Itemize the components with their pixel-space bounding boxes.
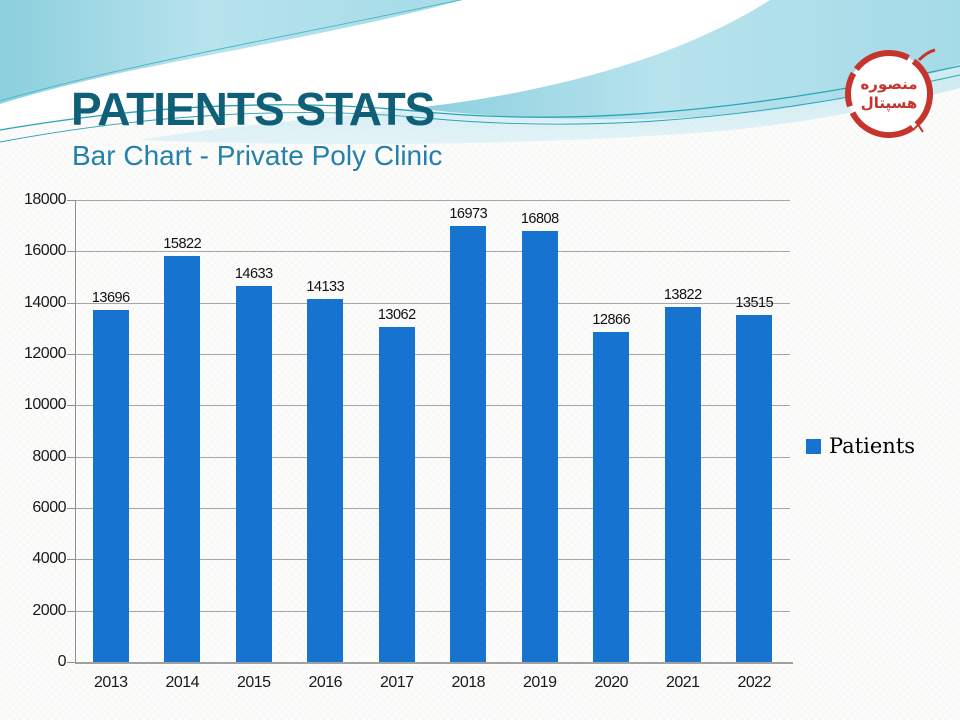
y-axis-label-10000: 10000 [24,396,67,414]
bar-2017 [378,326,415,662]
logo-text-line2: هسپتال [860,94,918,112]
gridline-2000 [75,610,790,612]
gridline-8000 [75,456,790,458]
y-axis-label-6000: 6000 [32,499,66,516]
gridline-4000 [75,559,790,561]
x-axis-label-2015: 2015 [236,674,271,691]
y-axis-tick-4000 [67,559,75,561]
bar-2015 [235,286,272,662]
bar-2021 [664,307,701,662]
bar-value-label-2021: 13822 [663,287,702,304]
bar-2016 [307,299,344,662]
y-axis-label-14000: 14000 [24,293,67,311]
gridline-6000 [75,508,790,509]
bar-value-label-2022: 13515 [735,295,774,312]
y-axis-tick-0 [67,662,75,663]
bar-2013 [92,310,129,662]
bar-value-label-2018: 16973 [449,206,488,223]
y-axis-tick-6000 [67,508,75,509]
x-axis-line [75,662,793,664]
x-axis-label-2013: 2013 [93,674,128,691]
y-axis-tick-12000 [67,354,75,355]
gridline-12000 [75,354,790,355]
bar-2018 [450,226,487,662]
hospital-logo: منصوره هسپتال [841,46,937,142]
y-axis-tick-14000 [67,302,75,304]
x-axis-label-2014: 2014 [165,674,200,691]
bar-value-label-2013: 13696 [91,290,130,307]
y-axis-tick-2000 [67,610,75,612]
x-axis-label-2019: 2019 [522,674,557,691]
legend-label-patients: Patients [829,434,916,458]
logo-text-line1: منصوره [860,75,918,94]
gridline-14000 [75,302,790,304]
y-axis-tick-18000 [67,200,75,201]
bar-2022 [736,315,773,662]
bar-value-label-2017: 13062 [377,306,416,323]
x-axis-label-2020: 2020 [594,674,629,691]
x-axis-label-2018: 2018 [451,674,486,691]
x-axis-label-2017: 2017 [379,674,414,691]
x-axis-label-2021: 2021 [665,674,700,691]
bar-value-label-2015: 14633 [234,266,273,283]
logo-stamp-ring-icon [845,48,936,138]
logo-text: منصوره هسپتال [841,46,937,142]
y-axis-label-2000: 2000 [32,601,66,619]
gridline-16000 [75,251,790,253]
chart-legend: Patients [806,434,915,458]
legend-swatch-patients [806,438,821,454]
gridline-10000 [75,405,790,407]
bar-value-label-2019: 16808 [520,210,559,227]
y-axis-tick-10000 [67,405,75,407]
bar-value-label-2016: 14133 [306,279,345,296]
page-subtitle: Bar Chart - Private Poly Clinic [72,140,443,171]
y-axis-label-18000: 18000 [24,191,67,208]
y-axis-label-0: 0 [57,653,67,670]
y-axis-label-16000: 16000 [24,242,67,260]
y-axis-label-4000: 4000 [32,550,66,568]
page-title: PATIENTS STATS [71,83,435,135]
y-axis-label-8000: 8000 [32,447,66,465]
gridline-18000 [75,200,790,201]
y-axis-tick-8000 [67,456,75,458]
y-axis-line [75,200,76,662]
x-axis-label-2022: 2022 [737,674,772,691]
y-axis-label-12000: 12000 [24,345,67,362]
bar-value-label-2014: 15822 [163,235,202,252]
x-axis-label-2016: 2016 [308,674,343,691]
bar-2020 [593,331,630,662]
bar-value-label-2020: 12866 [592,311,631,328]
bar-2014 [164,255,201,662]
y-axis-tick-16000 [67,251,75,253]
bar-2019 [521,230,558,662]
